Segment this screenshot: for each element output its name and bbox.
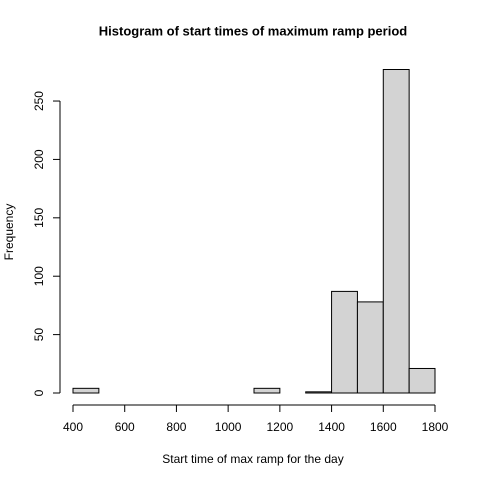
bar [356,301,384,394]
x-tick-label: 1200 [267,420,294,434]
y-tick-label: 150 [32,207,46,227]
bar [382,69,410,394]
x-tick-label: 1000 [215,420,242,434]
x-tick-label: 400 [63,420,83,434]
bar [408,367,436,394]
bar [253,387,281,394]
x-tick-label: 1600 [370,420,397,434]
x-tick-label: 1400 [318,420,345,434]
bar [331,290,358,394]
chart-title: Histogram of start times of maximum ramp… [99,23,408,38]
y-tick-label: 0 [32,389,46,396]
x-tick-label: 600 [115,420,135,434]
bar [72,387,100,394]
y-tick-label: 50 [32,328,46,342]
y-tick-label: 250 [32,91,46,111]
bar [305,391,333,394]
x-tick-label: 800 [166,420,186,434]
x-tick-label: 1800 [422,420,449,434]
y-tick-label: 100 [32,266,46,286]
y-tick-label: 200 [32,149,46,169]
y-axis-label: Frequency [2,204,16,261]
x-axis-label: Start time of max ramp for the day [162,452,343,466]
